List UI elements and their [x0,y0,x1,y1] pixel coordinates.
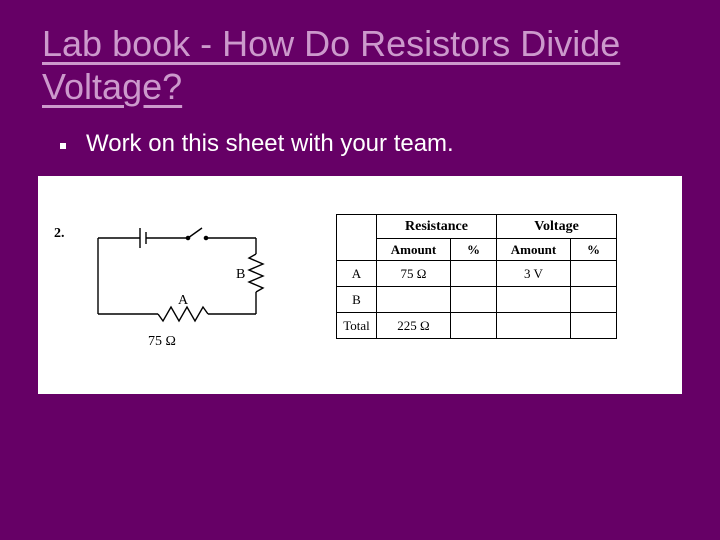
cell-r-pct [451,261,497,287]
question-number: 2. [54,226,65,242]
table-row: A 75 Ω 3 V [337,261,617,287]
table-subheader-v-amount: Amount [497,239,571,261]
cell-v-pct [571,261,617,287]
circuit-label-a: A [178,293,189,308]
row-label: B [337,287,377,313]
row-label: A [337,261,377,287]
cell-r-amount [377,287,451,313]
table-row: Total 225 Ω [337,313,617,339]
circuit-label-b: B [236,267,245,282]
cell-v-amount [497,313,571,339]
table-subheader-r-amount: Amount [377,239,451,261]
bullet-item: Work on this sheet with your team. [0,112,720,158]
bullet-text: Work on this sheet with your team. [86,130,454,158]
table-subheader-v-pct: % [571,239,617,261]
cell-r-amount: 75 Ω [377,261,451,287]
cell-v-amount: 3 V [497,261,571,287]
cell-v-pct [571,313,617,339]
cell-r-amount: 225 Ω [377,313,451,339]
table-subheader-r-pct: % [451,239,497,261]
slide-title: Lab book - How Do Resistors Divide Volta… [0,0,720,112]
table-row: B [337,287,617,313]
cell-r-pct [451,313,497,339]
circuit-diagram: B A [88,220,288,340]
bullet-dot-icon [60,143,66,149]
data-table: Resistance Voltage Amount % Amount % A 7… [336,214,617,339]
row-label: Total [337,313,377,339]
cell-v-amount [497,287,571,313]
table-header-resistance: Resistance [377,215,497,239]
table-header-voltage: Voltage [497,215,617,239]
circuit-value-a: 75 Ω [148,334,176,350]
worksheet-panel: 2. B A 75 Ω Resistance Vol [38,176,682,394]
cell-r-pct [451,287,497,313]
cell-v-pct [571,287,617,313]
